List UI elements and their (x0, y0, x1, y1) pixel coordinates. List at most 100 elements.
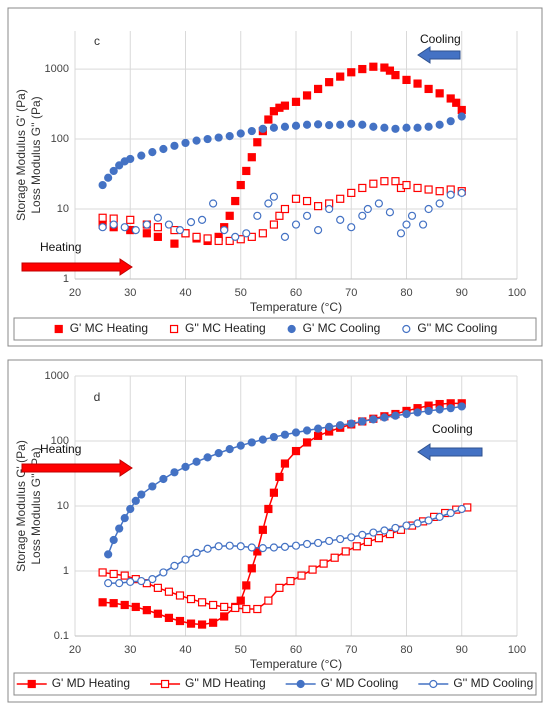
marker (291, 121, 301, 130)
marker (413, 79, 422, 88)
marker (302, 120, 312, 129)
marker (197, 620, 207, 629)
marker (98, 180, 107, 190)
marker (302, 91, 312, 100)
y-tick-label: 1 (63, 273, 69, 285)
marker (192, 136, 201, 145)
marker (159, 568, 168, 577)
marker (286, 576, 295, 586)
marker (280, 459, 290, 468)
marker (192, 457, 201, 466)
marker (319, 559, 328, 568)
panel-frame (7, 7, 543, 347)
marker (435, 187, 444, 196)
legend-marker (287, 324, 296, 334)
marker (347, 68, 356, 77)
marker (391, 177, 400, 186)
marker (325, 536, 334, 546)
marker (159, 144, 168, 154)
marker (247, 232, 256, 241)
marker (435, 120, 444, 129)
marker (413, 408, 422, 417)
marker (358, 417, 367, 426)
marker (402, 123, 411, 132)
marker (164, 587, 174, 596)
marker (402, 75, 411, 85)
marker (424, 204, 433, 214)
marker (126, 504, 135, 514)
marker (446, 190, 455, 199)
marker (186, 218, 196, 227)
marker (164, 613, 174, 622)
marker (269, 543, 278, 552)
marker (269, 192, 278, 201)
legend-marker (402, 324, 411, 334)
marker (308, 565, 317, 574)
x-tick-label: 40 (179, 644, 191, 656)
marker (142, 606, 151, 615)
marker (170, 239, 179, 248)
marker (170, 141, 179, 150)
marker (457, 188, 466, 197)
marker (236, 596, 245, 605)
x-tick-label: 30 (124, 644, 136, 656)
marker (358, 183, 367, 193)
marker (358, 530, 367, 539)
marker (220, 612, 229, 621)
y-tick-label: 10 (57, 500, 69, 512)
y-axis-label: Storage Modulus G' (Pa) (14, 89, 28, 221)
legend-label: G' MD Cooling (321, 676, 399, 690)
marker (424, 516, 433, 525)
marker (120, 514, 129, 523)
marker (258, 229, 267, 238)
marker (264, 596, 273, 605)
marker (181, 462, 190, 471)
marker (209, 199, 218, 208)
marker (164, 220, 174, 229)
marker (280, 232, 290, 241)
marker (236, 542, 245, 551)
marker (142, 220, 151, 229)
marker (170, 468, 179, 477)
marker (325, 204, 334, 214)
marker (269, 432, 278, 442)
marker (347, 419, 356, 428)
marker (264, 115, 273, 124)
marker (314, 120, 323, 129)
x-tick-label: 40 (179, 287, 191, 299)
marker (203, 453, 212, 462)
legend-marker (27, 679, 36, 689)
marker (104, 579, 113, 588)
legend-marker (160, 679, 170, 689)
marker (236, 441, 245, 450)
marker (297, 571, 306, 580)
x-axis-label: Temperature (°C) (250, 300, 342, 314)
annotation: Heating (40, 442, 81, 456)
marker (214, 542, 223, 551)
marker (131, 496, 140, 505)
marker (336, 194, 345, 203)
marker (380, 413, 389, 422)
marker (109, 166, 118, 176)
y-tick-label: 1 (63, 565, 69, 577)
marker (225, 211, 234, 220)
legend-label: G' MC Heating (70, 321, 148, 335)
marker (352, 542, 361, 551)
x-tick-label: 70 (345, 644, 357, 656)
legend-label: G'' MC Cooling (417, 321, 497, 335)
marker (302, 438, 312, 447)
marker (385, 66, 395, 75)
y-tick-label: 1000 (45, 370, 69, 382)
marker (186, 594, 196, 604)
legend: G' MC Heating G'' MC Heating G' MC Cooling… (54, 321, 497, 335)
marker (385, 529, 395, 539)
marker (291, 220, 301, 229)
marker (269, 123, 278, 132)
marker (391, 71, 400, 80)
marker (314, 424, 323, 433)
marker (258, 525, 267, 534)
marker (291, 541, 301, 550)
marker (380, 526, 389, 535)
marker (192, 232, 201, 241)
